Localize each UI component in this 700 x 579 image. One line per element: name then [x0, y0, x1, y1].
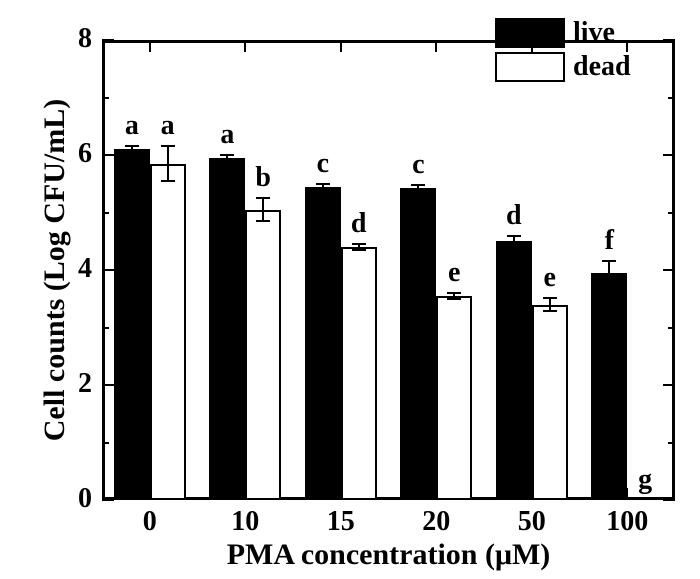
x-axis-title: PMA concentration (μM): [102, 538, 675, 572]
errorbar-cap: [543, 297, 557, 299]
x-axis-bottom: [102, 497, 675, 500]
x-tick-label: 0: [110, 506, 190, 538]
x-tick-label: 50: [492, 506, 572, 538]
errorbar-cap: [447, 292, 461, 294]
errorbar-cap: [352, 249, 366, 251]
errorbar-cap: [256, 220, 270, 222]
errorbar-cap: [220, 154, 234, 156]
sig-label: f: [589, 225, 629, 257]
errorbar-cap: [602, 283, 616, 285]
legend-label-live: live: [573, 17, 615, 49]
errorbar-cap: [447, 298, 461, 300]
bar-live: [591, 273, 627, 500]
y-tick: [102, 442, 109, 444]
x-tick: [149, 40, 151, 52]
errorbar-cap: [161, 180, 175, 182]
errorbar-cap: [411, 184, 425, 186]
errorbar-cap: [161, 145, 175, 147]
errorbar-cap: [543, 310, 557, 312]
errorbar-cap: [352, 243, 366, 245]
x-tick: [340, 40, 342, 52]
legend-label-dead: dead: [573, 51, 631, 83]
y-tick: [663, 499, 675, 501]
bar-dead: [341, 247, 377, 500]
x-tick-label: 20: [396, 506, 476, 538]
y-tick: [668, 212, 675, 214]
y-tick: [102, 384, 114, 386]
errorbar: [549, 298, 551, 312]
bar-chart: 024680aa10ab15cd20ce50de100fgPMA concent…: [0, 0, 700, 579]
bar-dead: [532, 305, 568, 501]
x-tick: [435, 40, 437, 52]
errorbar-cap: [411, 190, 425, 192]
sig-label: a: [148, 110, 188, 142]
y-tick: [102, 499, 114, 501]
errorbar-cap: [507, 246, 521, 248]
errorbar: [608, 261, 610, 284]
errorbar-cap: [316, 183, 330, 185]
y-tick: [102, 154, 114, 156]
sig-label: d: [339, 208, 379, 240]
errorbar-cap: [602, 260, 616, 262]
x-tick: [244, 40, 246, 52]
y-tick: [102, 327, 109, 329]
bar-live: [209, 158, 245, 500]
sig-label: e: [530, 262, 570, 294]
y-tick: [102, 39, 114, 41]
sig-label: c: [303, 148, 343, 180]
y-tick: [663, 384, 675, 386]
y-tick: [663, 39, 675, 41]
sig-label: e: [434, 257, 474, 289]
x-tick-label: 100: [587, 506, 667, 538]
errorbar: [167, 146, 169, 181]
y-axis-title: Cell counts (Log CFU/mL): [38, 40, 72, 500]
x-tick-label: 15: [301, 506, 381, 538]
y-tick: [668, 327, 675, 329]
sig-label: d: [494, 200, 534, 232]
x-tick-label: 10: [205, 506, 285, 538]
y-tick: [102, 97, 109, 99]
errorbar-cap: [220, 160, 234, 162]
errorbar-cap: [125, 151, 139, 153]
bar-dead: [245, 210, 281, 500]
bar-dead: [150, 164, 186, 500]
errorbar-cap: [125, 145, 139, 147]
sig-label: c: [398, 149, 438, 181]
y-tick: [102, 212, 109, 214]
y-tick: [668, 97, 675, 99]
sig-label: b: [243, 162, 283, 194]
y-tick: [102, 269, 114, 271]
bar-dead: [436, 296, 472, 500]
bar-live: [114, 149, 150, 500]
bar-live: [400, 188, 436, 500]
y-tick: [663, 154, 675, 156]
y-tick: [663, 269, 675, 271]
sig-label: a: [112, 110, 152, 142]
errorbar: [262, 198, 264, 221]
errorbar-cap: [316, 189, 330, 191]
y-tick: [668, 442, 675, 444]
legend-swatch-live: [495, 18, 565, 48]
legend-swatch-dead: [495, 52, 565, 82]
bar-live: [305, 187, 341, 500]
bar-live: [496, 241, 532, 500]
errorbar-cap: [256, 197, 270, 199]
sig-label: g: [625, 464, 665, 496]
sig-label: a: [207, 119, 247, 151]
errorbar-cap: [507, 235, 521, 237]
